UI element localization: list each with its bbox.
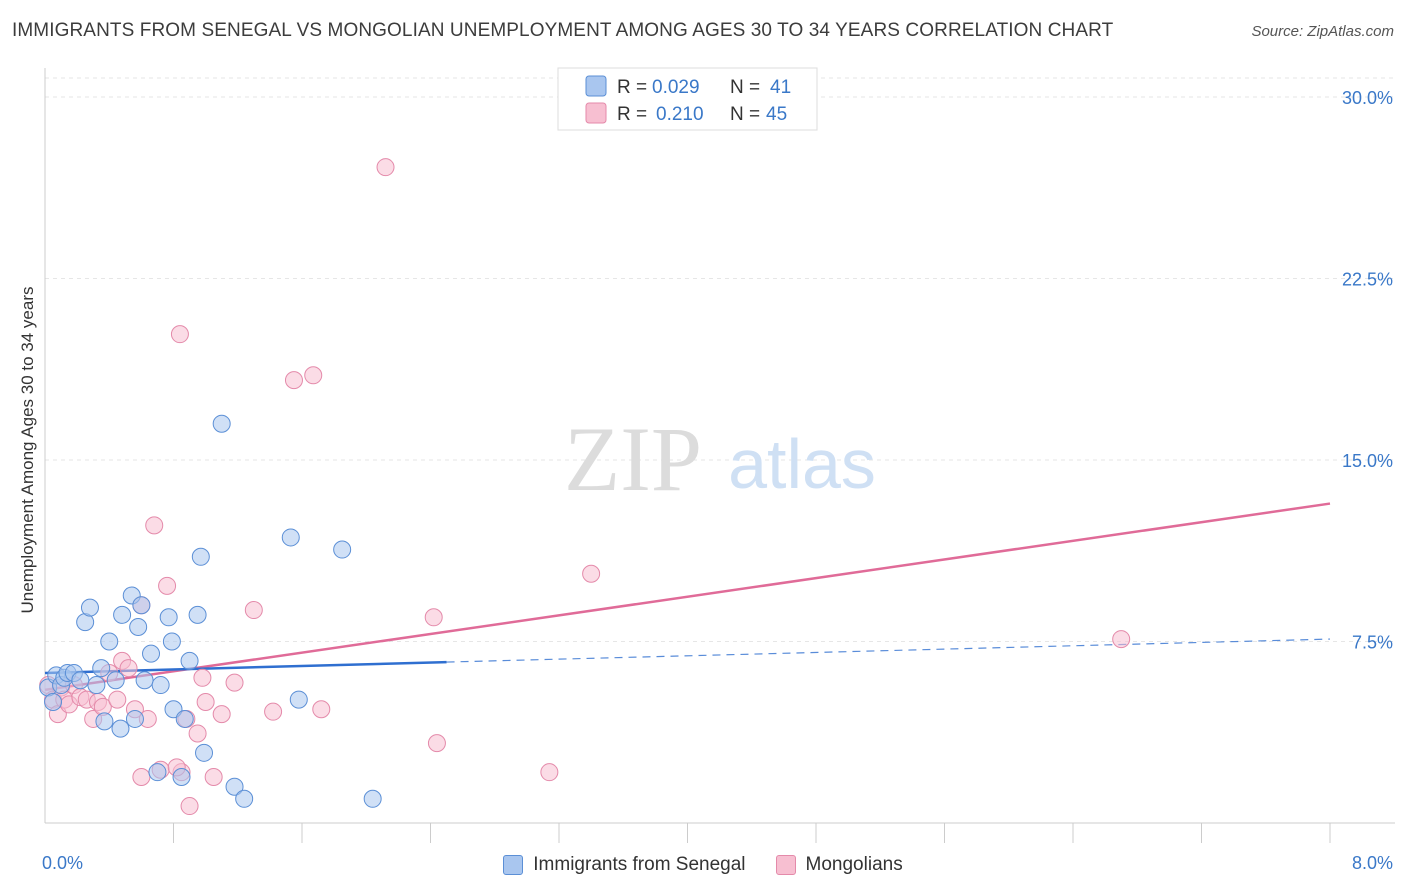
- point-senegal: [235, 789, 254, 808]
- point-mongolians: [196, 693, 215, 711]
- legend-r-value-senegal: 0.029: [652, 77, 700, 98]
- gridlines: [45, 77, 1395, 642]
- point-senegal: [175, 709, 194, 728]
- point-senegal: [333, 540, 352, 559]
- point-mongolians: [304, 366, 323, 385]
- point-senegal: [142, 644, 161, 663]
- x-tick-label: 8.0%: [1352, 853, 1393, 873]
- point-mongolians: [1112, 630, 1131, 649]
- point-senegal: [100, 632, 119, 651]
- point-mongolians: [540, 763, 559, 782]
- point-senegal: [113, 605, 132, 624]
- point-senegal: [172, 768, 191, 787]
- legend-n-label-mongolians: N =: [730, 104, 760, 125]
- legend-swatch-senegal: [585, 75, 607, 97]
- trend-lines: [44, 502, 1331, 692]
- point-mongolians: [193, 668, 212, 687]
- watermark-atlas: atlas: [728, 425, 876, 503]
- legend-r-label-senegal: R =: [617, 77, 647, 98]
- point-senegal: [281, 528, 300, 547]
- point-senegal: [125, 709, 144, 728]
- point-senegal: [129, 617, 148, 636]
- point-mongolians: [212, 705, 231, 724]
- legend-n-value-mongolians: 45: [766, 104, 787, 125]
- legend-item-senegal[interactable]: Immigrants from Senegal: [503, 851, 746, 879]
- point-mongolians: [108, 690, 127, 709]
- point-senegal: [132, 596, 151, 615]
- point-senegal: [44, 693, 63, 711]
- point-mongolians: [312, 700, 331, 719]
- point-senegal: [159, 608, 178, 627]
- legend-swatch: [503, 855, 524, 875]
- point-senegal: [151, 676, 170, 695]
- x-tick-label: 0.0%: [42, 853, 83, 873]
- point-senegal: [188, 605, 207, 624]
- point-senegal: [111, 719, 130, 738]
- legend-item-mongolians[interactable]: Mongolians: [775, 851, 903, 879]
- watermark-zip: ZIP: [564, 408, 702, 510]
- point-mongolians: [132, 768, 151, 787]
- point-mongolians: [582, 564, 601, 583]
- point-senegal: [135, 671, 154, 690]
- point-mongolians: [119, 659, 138, 678]
- point-senegal: [195, 743, 214, 762]
- legend-swatch: [775, 855, 796, 875]
- point-senegal: [363, 789, 382, 808]
- point-mongolians: [264, 702, 283, 721]
- point-senegal: [148, 763, 167, 782]
- point-mongolians: [188, 724, 207, 743]
- y-tick-label: 30.0%: [1342, 88, 1393, 108]
- tick-labels: 7.5% 15.0% 22.5% 30.0% 0.0% 8.0%: [42, 88, 1393, 873]
- point-mongolians: [204, 768, 223, 787]
- point-mongolians: [170, 325, 189, 344]
- point-mongolians: [145, 516, 164, 535]
- correlation-legend: R = 0.029 N = 41 R = 0.210 N = 45: [557, 67, 818, 131]
- point-mongolians: [376, 158, 395, 177]
- legend-label-senegal: Immigrants from Senegal: [533, 854, 746, 875]
- legend-swatch-mongolians: [585, 102, 607, 124]
- point-mongolians: [225, 673, 244, 692]
- point-mongolians: [424, 608, 443, 627]
- legend-label-mongolians: Mongolians: [805, 854, 903, 875]
- series-legend: Immigrants from Senegal Mongolians: [0, 851, 1406, 879]
- point-mongolians: [284, 371, 303, 390]
- point-senegal: [289, 690, 308, 709]
- point-mongolians: [158, 576, 177, 595]
- point-mongolians: [180, 797, 199, 816]
- point-senegal: [80, 598, 99, 617]
- data-points: [39, 158, 1131, 816]
- watermark: ZIP atlas: [564, 408, 876, 510]
- point-senegal: [92, 659, 111, 678]
- axes: [44, 68, 1395, 843]
- point-mongolians: [427, 734, 446, 753]
- point-mongolians: [244, 601, 263, 620]
- point-senegal: [71, 671, 90, 690]
- point-senegal: [212, 414, 231, 433]
- legend-r-value-mongolians: 0.210: [656, 104, 704, 125]
- chart-title: IMMIGRANTS FROM SENEGAL VS MONGOLIAN UNE…: [12, 20, 1114, 41]
- point-senegal: [106, 671, 125, 690]
- trend-line-senegal-extension: [446, 638, 1331, 663]
- source-credit: Source: ZipAtlas.com: [1251, 23, 1394, 40]
- point-senegal: [180, 651, 199, 670]
- point-senegal: [87, 676, 106, 695]
- point-senegal: [95, 712, 114, 731]
- point-senegal: [162, 632, 181, 651]
- point-senegal: [225, 777, 244, 796]
- legend-r-label-mongolians: R =: [617, 104, 647, 125]
- y-tick-label: 15.0%: [1342, 451, 1393, 471]
- y-tick-label: 7.5%: [1352, 633, 1393, 653]
- legend-n-label-senegal: N =: [730, 77, 760, 98]
- y-tick-label: 22.5%: [1342, 270, 1393, 290]
- legend-n-value-senegal: 41: [770, 77, 791, 98]
- trend-line-mongolians: [44, 502, 1331, 692]
- point-senegal: [191, 547, 210, 566]
